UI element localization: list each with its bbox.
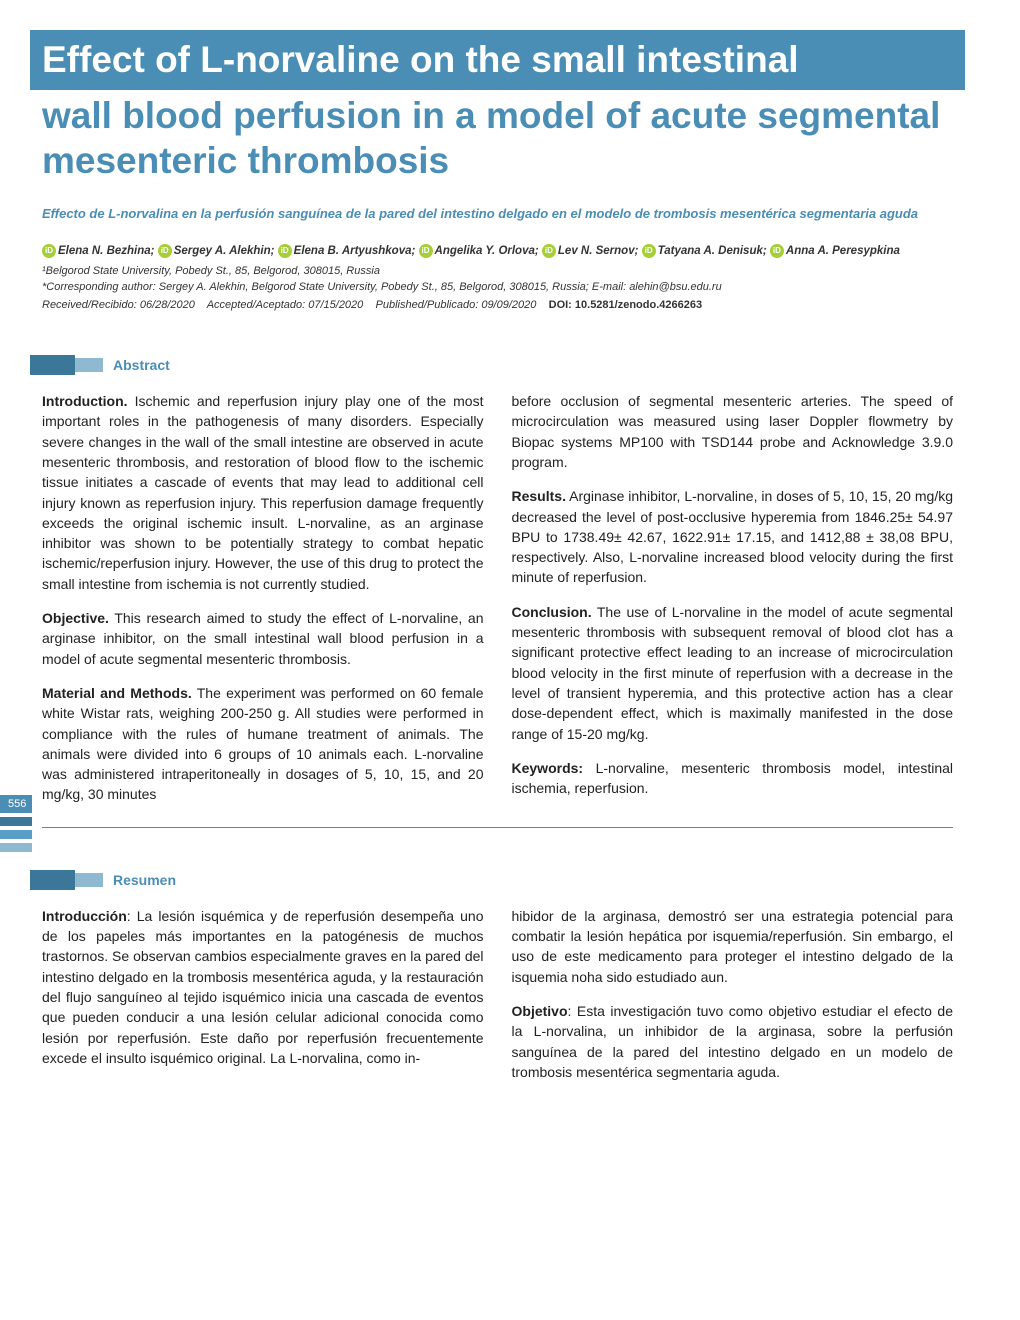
resumen-col2: hibidor de la arginasa, demostró ser una… [512,906,954,1096]
abstract-columns: Introduction. Ischemic and reperfusion i… [30,391,965,819]
abstract-methods: Material and Methods. The experiment was… [42,683,484,805]
resumen-intro-text: : La lesión isquémica y de reperfusión d… [42,908,484,1066]
received-date: Received/Recibido: 06/28/2020 [42,299,195,311]
accepted-date: Accepted/Aceptado: 07/15/2020 [207,299,364,311]
marker-bar-light [75,873,103,887]
resumen-objetivo: Objetivo: Esta investigación tuvo como o… [512,1001,954,1082]
dates-line: Received/Recibido: 06/28/2020 Accepted/A… [42,297,953,314]
orcid-icon [42,244,56,258]
author: Anna A. Peresypkina [786,245,900,257]
marker-bar-dark [30,355,75,375]
methods-text: The experiment was performed on 60 femal… [42,685,484,802]
objective-text: This research aimed to study the effect … [42,610,484,667]
author: Sergey A. Alekhin; [174,245,275,257]
objective-label: Objective. [42,610,109,626]
abstract-col1: Introduction. Ischemic and reperfusion i… [42,391,484,819]
resumen-intro-label: Introducción [42,908,127,924]
orcid-icon [419,244,433,258]
page: Effect of L-norvaline on the small intes… [0,0,1020,1126]
abstract-keywords: Keywords: L-norvaline, mesenteric thromb… [512,758,954,799]
corresponding-author: *Corresponding author: Sergey A. Alekhin… [42,279,953,296]
title-line1: Effect of L-norvaline on the small intes… [42,38,953,82]
abstract-label: Abstract [107,357,176,373]
resumen-marker: Resumen [30,870,965,890]
page-number-marker: 556 [0,795,32,852]
orcid-icon [278,244,292,258]
section-divider [42,827,953,828]
abstract-marker: Abstract [30,355,965,375]
objetivo-label: Objetivo [512,1003,568,1019]
resumen-col1: Introducción: La lesión isquémica y de r… [42,906,484,1096]
keywords-label: Keywords: [512,760,584,776]
stripe [0,817,32,826]
affiliation: ¹Belgorod State University, Pobedy St., … [42,263,953,280]
resumen-intro: Introducción: La lesión isquémica y de r… [42,906,484,1068]
author: Tatyana A. Denisuk; [658,245,767,257]
author: Angelika Y. Orlova; [435,245,539,257]
subtitle-spanish: Effecto de L-norvalina en la perfusión s… [30,205,965,223]
authors-block: Elena N. Bezhina; Sergey A. Alekhin; Ele… [30,243,965,313]
author: Lev N. Sernov; [558,245,639,257]
published-date: Published/Publicado: 09/09/2020 [376,299,537,311]
intro-text: Ischemic and reperfusion injury play one… [42,393,484,592]
resumen-label: Resumen [107,872,182,888]
title-line2: wall blood perfusion in a model of acute… [30,94,965,183]
marker-bar-dark [30,870,75,890]
abstract-objective: Objective. This research aimed to study … [42,608,484,669]
author: Elena B. Artyushkova; [294,245,416,257]
orcid-icon [542,244,556,258]
intro-label: Introduction. [42,393,128,409]
marker-bar-light [75,358,103,372]
abstract-results: Results. Arginase inhibitor, L-norvaline… [512,486,954,587]
resumen-columns: Introducción: La lesión isquémica y de r… [30,906,965,1096]
page-number: 556 [0,795,32,813]
objetivo-text: : Esta investigación tuvo como objetivo … [512,1003,954,1080]
orcid-icon [158,244,172,258]
author: Elena N. Bezhina; [58,245,155,257]
orcid-icon [642,244,656,258]
conclusion-label: Conclusion. [512,604,592,620]
resumen-intro-cont: hibidor de la arginasa, demostró ser una… [512,906,954,987]
results-text: Arginase inhibitor, L-norvaline, in dose… [512,488,954,585]
conclusion-text: The use of L-norvaline in the model of a… [512,604,954,742]
stripe [0,843,32,852]
abstract-col2: before occlusion of segmental mesenteric… [512,391,954,819]
results-label: Results. [512,488,566,504]
abstract-conclusion: Conclusion. The use of L-norvaline in th… [512,602,954,744]
title-banner: Effect of L-norvaline on the small intes… [30,30,965,90]
orcid-icon [770,244,784,258]
doi: DOI: 10.5281/zenodo.4266263 [549,299,702,311]
methods-label: Material and Methods. [42,685,192,701]
abstract-intro: Introduction. Ischemic and reperfusion i… [42,391,484,594]
stripe [0,830,32,839]
methods-cont: before occlusion of segmental mesenteric… [512,391,954,472]
